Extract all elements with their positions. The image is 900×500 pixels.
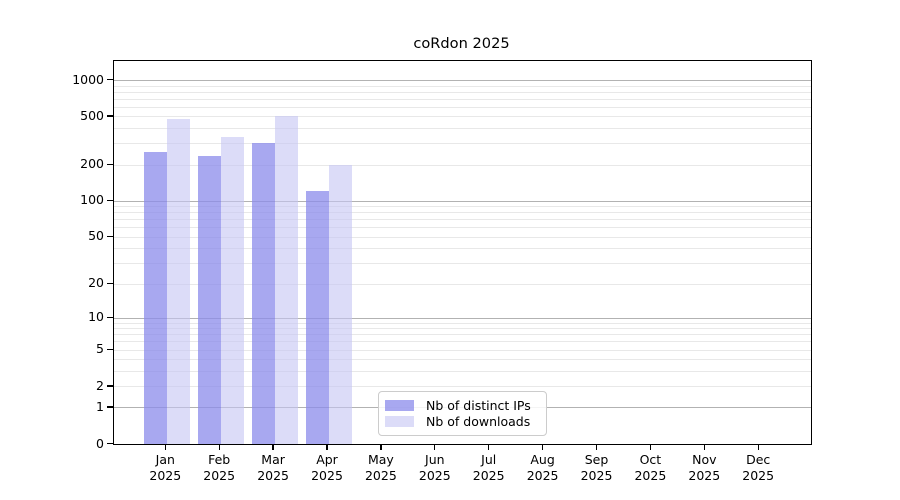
- x-tick-label-dec: Dec 2025: [742, 452, 775, 483]
- y-tick-label: 5: [96, 341, 104, 357]
- x-tick-label-may: May 2025: [364, 452, 397, 483]
- gridline-minor: [114, 98, 811, 100]
- x-tick-label-mar: Mar 2025: [257, 452, 289, 483]
- gridline-minor: [114, 370, 811, 372]
- gridline-major: [114, 80, 811, 81]
- gridline-minor: [114, 212, 811, 214]
- y-tick-mark: [107, 406, 113, 408]
- legend-swatch-distinct-ips: [385, 399, 414, 411]
- gridline-minor: [114, 116, 811, 118]
- legend-label-downloads: Nb of downloads: [426, 414, 531, 430]
- x-tick-label-jun: Jun 2025: [418, 452, 451, 483]
- gridline-minor: [114, 85, 811, 87]
- y-tick-mark: [107, 235, 113, 238]
- legend: Nb of distinct IPs Nb of downloads: [378, 391, 547, 436]
- gridline-major: [114, 317, 811, 319]
- x-tick-mark: [595, 444, 598, 450]
- gridline-minor: [114, 248, 811, 250]
- gridline-minor: [114, 227, 811, 229]
- y-tick-label: 2: [96, 377, 104, 393]
- bar-distinct-ips-mar: [251, 143, 275, 444]
- y-tick-mark: [107, 199, 113, 202]
- bar-downloads-apr: [328, 165, 352, 444]
- x-tick-label-aug: Aug 2025: [526, 452, 559, 483]
- legend-item: Nb of distinct IPs: [385, 398, 537, 413]
- bar-distinct-ips-feb: [197, 156, 221, 444]
- gridline-minor: [114, 128, 811, 130]
- y-tick-mark: [107, 79, 113, 81]
- legend-label-distinct-ips: Nb of distinct IPs: [426, 397, 531, 413]
- gridline-minor: [114, 263, 811, 265]
- gridline-minor: [114, 219, 811, 221]
- gridline-minor: [114, 283, 811, 285]
- gridline-minor: [114, 91, 811, 93]
- gridline-minor: [114, 328, 811, 330]
- gridline-minor: [114, 164, 811, 166]
- x-tick-label-feb: Feb 2025: [203, 452, 236, 483]
- x-tick-mark: [380, 444, 382, 450]
- y-tick-label: 50: [88, 228, 104, 244]
- gridline-minor: [114, 386, 811, 388]
- y-tick-mark: [107, 316, 113, 319]
- gridline-minor: [114, 334, 811, 336]
- y-tick-mark: [107, 282, 113, 284]
- x-tick-mark: [488, 444, 490, 450]
- gridline-minor: [114, 106, 811, 108]
- gridline-minor: [114, 349, 811, 351]
- y-tick-label: 10: [88, 309, 104, 325]
- y-tick-label: 500: [80, 107, 104, 123]
- bar-distinct-ips-apr: [305, 190, 329, 444]
- y-tick-label: 200: [80, 156, 104, 172]
- y-tick-label: 20: [88, 275, 104, 291]
- gridline-minor: [114, 236, 811, 238]
- x-tick-mark: [272, 444, 274, 450]
- y-tick-mark: [107, 443, 113, 445]
- gridline-minor: [114, 359, 811, 361]
- bar-downloads-feb: [220, 136, 244, 444]
- plot-area: [113, 60, 812, 445]
- x-tick-mark: [703, 444, 705, 450]
- x-tick-mark: [649, 444, 652, 450]
- x-tick-label-jan: Jan 2025: [149, 452, 182, 483]
- legend-item: Nb of downloads: [385, 414, 537, 429]
- x-tick-mark: [218, 444, 220, 450]
- y-tick-label: 1000: [72, 71, 104, 87]
- x-tick-mark: [541, 444, 544, 450]
- gridline-minor: [114, 341, 811, 343]
- x-tick-mark: [326, 444, 328, 450]
- gridline-minor: [114, 206, 811, 208]
- bar-distinct-ips-jan: [143, 151, 167, 444]
- y-tick-label: 100: [80, 192, 104, 208]
- gridline-major: [114, 200, 811, 202]
- chart-title: coRdon 2025: [413, 35, 510, 52]
- bar-downloads-jan: [166, 118, 190, 444]
- y-tick-mark: [107, 163, 113, 165]
- y-tick-mark: [107, 115, 113, 117]
- x-tick-label-apr: Apr 2025: [311, 452, 343, 483]
- x-tick-label-sep: Sep 2025: [580, 452, 613, 483]
- x-tick-label-nov: Nov 2025: [688, 452, 721, 483]
- legend-swatch-downloads: [385, 416, 414, 428]
- y-tick-mark: [107, 385, 113, 387]
- y-tick-label: 1: [96, 398, 104, 414]
- x-tick-label-oct: Oct 2025: [634, 452, 667, 483]
- gridline-minor: [114, 143, 811, 145]
- y-tick-mark: [107, 348, 113, 350]
- gridline-minor: [114, 322, 811, 324]
- x-tick-label-jul: Jul 2025: [472, 452, 505, 483]
- x-tick-mark: [164, 444, 166, 450]
- bar-downloads-mar: [274, 116, 298, 444]
- x-tick-mark: [434, 444, 436, 450]
- x-tick-mark: [757, 444, 759, 450]
- y-tick-label: 0: [96, 435, 104, 451]
